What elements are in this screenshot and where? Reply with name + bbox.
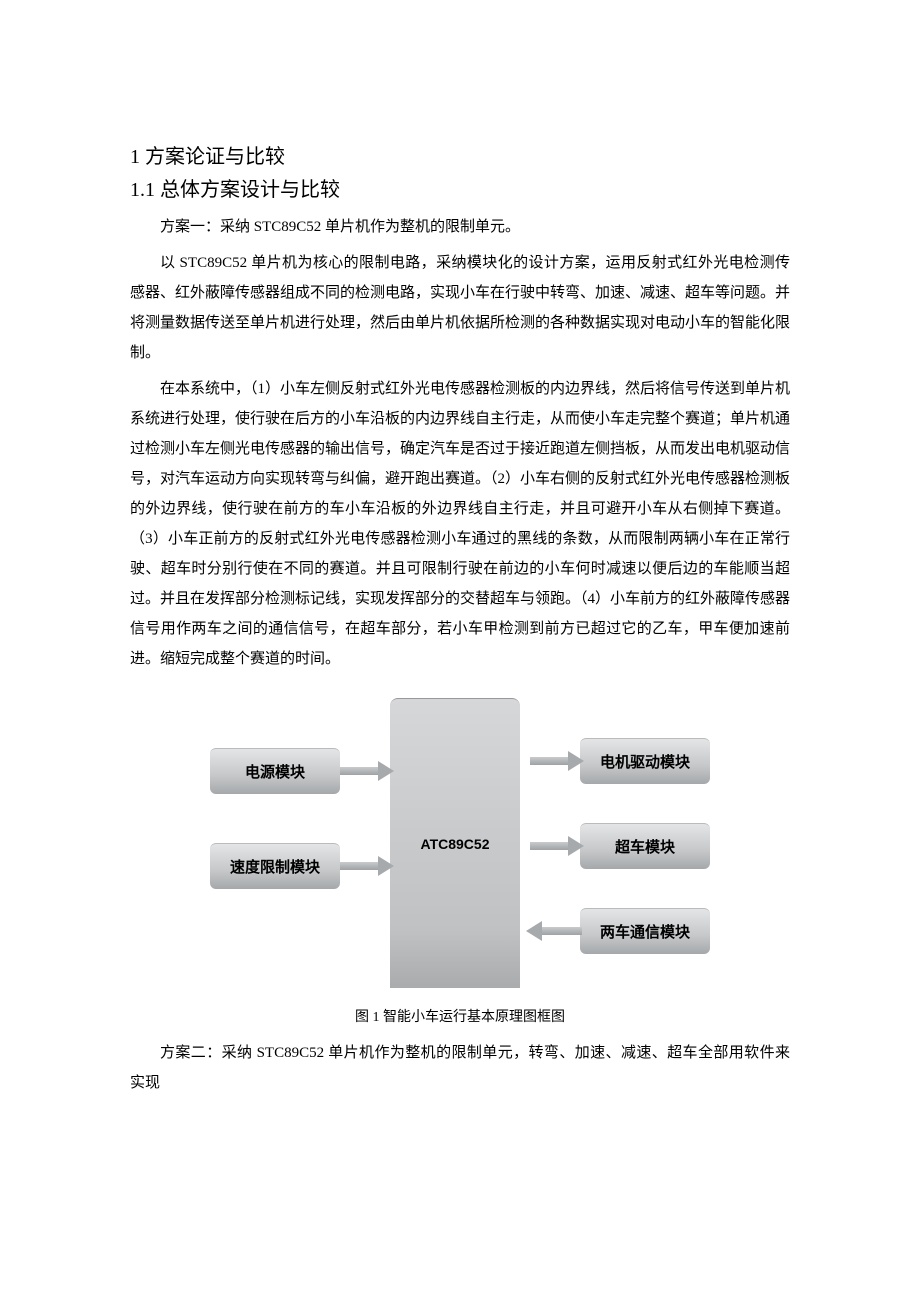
diagram-left-block-power: 电源模块	[210, 748, 340, 794]
heading-1: 1 方案论证与比较	[130, 140, 790, 169]
paragraph-scheme1-title: 方案一：采纳 STC89C52 单片机作为整机的限制单元。	[130, 212, 790, 242]
paragraph-scheme2: 方案二：采纳 STC89C52 单片机作为整机的限制单元，转弯、加速、减速、超车…	[130, 1038, 790, 1098]
diagram-center-block: ATC89C52	[390, 698, 520, 988]
document-page: 1 方案论证与比较 1.1 总体方案设计与比较 方案一：采纳 STC89C52 …	[0, 0, 920, 1184]
diagram-caption: 图 1 智能小车运行基本原理图框图	[130, 1006, 790, 1026]
paragraph-scheme1-body1: 以 STC89C52 单片机为核心的限制电路，采纳模块化的设计方案，运用反射式红…	[130, 248, 790, 368]
diagram-right-block-motor: 电机驱动模块	[580, 738, 710, 784]
paragraph-scheme1-body2: 在本系统中，（1）小车左侧反射式红外光电传感器检测板的内边界线，然后将信号传送到…	[130, 374, 790, 674]
diagram-right-block-comm: 两车通信模块	[580, 908, 710, 954]
block-diagram: ATC89C52 电源模块 速度限制模块 电机驱动模块 超车模块 两车通信模块	[180, 698, 740, 998]
diagram-right-block-overtake: 超车模块	[580, 823, 710, 869]
diagram-left-block-speed: 速度限制模块	[210, 843, 340, 889]
heading-2: 1.1 总体方案设计与比较	[130, 173, 790, 202]
